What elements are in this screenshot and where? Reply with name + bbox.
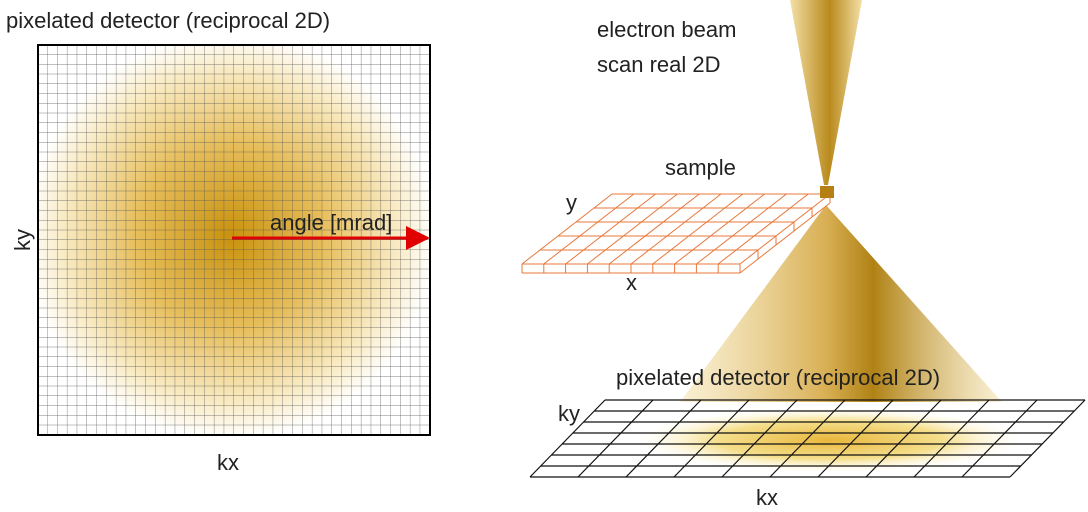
grid-line [739, 193, 831, 265]
grid-line [543, 193, 635, 265]
grid-line [696, 193, 787, 265]
detector-grid [37, 44, 431, 436]
sample-body [522, 194, 830, 273]
detector-x-label: kx [756, 485, 778, 510]
probe-spot [820, 186, 834, 198]
grid-line [673, 399, 750, 478]
sample-grid [521, 193, 831, 274]
grid-line [961, 399, 1038, 478]
grid-line [739, 202, 831, 274]
beam-label-2: scan real 2D [597, 52, 721, 77]
grid-line [521, 193, 613, 265]
grid-line [865, 399, 942, 478]
grid-line [769, 399, 846, 478]
grid-line [529, 399, 606, 478]
sample-label: sample [665, 155, 736, 180]
detector-grid-3d [529, 399, 1086, 478]
grid-line [625, 399, 702, 478]
sample-y-label: y [566, 190, 577, 215]
grid-line [652, 193, 744, 265]
grid-line [577, 399, 654, 478]
grid-line [630, 193, 722, 265]
y-label: ky [10, 229, 35, 251]
electron-beam [790, 0, 862, 185]
grid-line [565, 193, 656, 265]
grid-line [674, 193, 765, 265]
grid-line [913, 399, 990, 478]
detector-glow [640, 408, 1020, 472]
grid-line [1009, 399, 1086, 478]
left-title: pixelated detector (reciprocal 2D) [6, 8, 330, 33]
detector-label: pixelated detector (reciprocal 2D) [616, 365, 940, 390]
grid-line [587, 193, 678, 265]
sample-x-label: x [626, 270, 637, 295]
grid-line [608, 193, 700, 265]
detector-y-label: ky [558, 401, 580, 426]
grid-line [817, 399, 894, 478]
x-label: kx [217, 450, 239, 475]
grid-line [721, 399, 798, 478]
grid-line [717, 193, 809, 265]
beam-label-1: electron beam [597, 17, 736, 42]
scattered-cone [680, 205, 1002, 402]
arrow-label: angle [mrad] [270, 210, 392, 235]
